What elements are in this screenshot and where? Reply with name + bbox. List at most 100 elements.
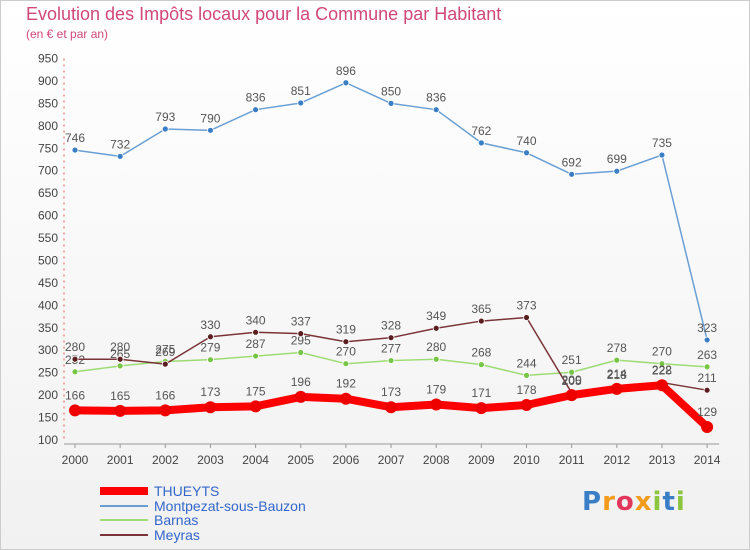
data-label-montpezat-sous-bauzon: 851	[291, 84, 311, 98]
data-label-barnas: 265	[110, 347, 130, 361]
data-point-montpezat-sous-bauzon	[71, 146, 79, 154]
data-point-thueyts	[294, 390, 307, 403]
y-tick-label: 800	[38, 119, 58, 133]
data-label-montpezat-sous-bauzon: 323	[697, 321, 717, 335]
data-label-barnas: 270	[336, 345, 356, 359]
data-label-meyras: 340	[246, 313, 266, 327]
y-tick-label: 250	[38, 366, 58, 380]
data-label-barnas: 263	[697, 348, 717, 362]
data-point-meyras	[477, 317, 485, 325]
data-label-montpezat-sous-bauzon: 850	[381, 84, 401, 98]
data-label-meyras: 337	[291, 315, 311, 329]
data-point-barnas	[71, 368, 79, 376]
x-tick-label: 2001	[107, 453, 134, 467]
data-label-barnas: 275	[155, 342, 175, 356]
x-tick-label: 2014	[694, 453, 721, 467]
legend-label-thueyts: THUEYTS	[154, 483, 220, 499]
y-tick-label: 600	[38, 209, 58, 223]
y-tick-label: 500	[38, 253, 58, 267]
data-point-barnas	[297, 349, 305, 356]
data-label-montpezat-sous-bauzon: 896	[336, 64, 356, 78]
data-point-thueyts	[430, 398, 443, 411]
y-tick-label: 950	[38, 52, 58, 66]
data-label-thueyts: 179	[426, 383, 446, 397]
data-label-thueyts: 165	[110, 389, 130, 403]
data-label-meyras: 319	[336, 323, 356, 337]
data-point-thueyts	[475, 402, 488, 415]
data-label-montpezat-sous-bauzon: 790	[200, 111, 220, 125]
logo-letter: i	[652, 487, 663, 517]
data-point-thueyts	[520, 398, 533, 411]
data-point-thueyts	[701, 420, 714, 433]
data-point-montpezat-sous-bauzon	[523, 149, 530, 157]
data-point-meyras	[297, 330, 305, 338]
data-label-thueyts: 200	[562, 373, 582, 387]
logo-letter: o	[615, 487, 635, 517]
data-point-montpezat-sous-bauzon	[613, 167, 621, 175]
proxiti-logo: Proxiti	[582, 487, 686, 517]
x-tick-label: 2005	[287, 453, 314, 467]
x-tick-label: 2009	[468, 453, 495, 467]
data-label-thueyts: 173	[200, 385, 220, 399]
data-point-barnas	[613, 356, 621, 364]
x-tick-label: 2003	[197, 453, 224, 467]
data-label-barnas: 270	[652, 345, 672, 359]
data-point-barnas	[568, 368, 576, 376]
data-label-thueyts: 196	[291, 375, 311, 389]
data-label-barnas: 287	[246, 337, 266, 351]
data-point-meyras	[161, 360, 169, 368]
data-point-montpezat-sous-bauzon	[658, 151, 666, 159]
data-point-montpezat-sous-bauzon	[568, 170, 576, 178]
legend-label-barnas: Barnas	[154, 512, 199, 528]
data-point-thueyts	[69, 404, 81, 417]
data-label-montpezat-sous-bauzon: 762	[471, 124, 491, 138]
data-label-thueyts: 166	[155, 388, 175, 402]
data-point-barnas	[252, 352, 260, 360]
legend-swatch-meyras	[100, 533, 148, 536]
data-label-meyras: 280	[65, 340, 85, 354]
logo-letter: i	[675, 487, 686, 517]
data-point-meyras	[703, 386, 711, 394]
data-label-meyras: 280	[110, 340, 130, 354]
legend-swatch-montpezat	[100, 504, 148, 507]
y-tick-label: 750	[38, 141, 58, 155]
data-point-meyras	[432, 324, 440, 332]
legend-label-montpezat: Montpezat-sous-Bauzon	[154, 497, 306, 514]
data-label-thueyts: 171	[471, 386, 491, 400]
data-point-meyras	[207, 333, 214, 341]
data-point-barnas	[658, 360, 666, 368]
data-label-meyras: 330	[200, 318, 220, 332]
data-label-thueyts: 178	[516, 383, 536, 397]
logo-letter: t	[662, 487, 676, 517]
x-tick-label: 2012	[603, 453, 630, 467]
data-label-thueyts: 214	[607, 367, 627, 381]
chart-title: Evolution des Impôts locaux pour la Comm…	[26, 4, 502, 24]
data-point-thueyts	[655, 379, 668, 392]
chart-subtitle: (en € et par an)	[26, 27, 109, 41]
data-label-montpezat-sous-bauzon: 699	[607, 152, 627, 166]
data-label-barnas: 251	[562, 353, 582, 367]
y-tick-label: 100	[38, 433, 58, 447]
data-label-meyras: 373	[516, 298, 536, 312]
data-point-montpezat-sous-bauzon	[477, 139, 485, 147]
y-tick-label: 150	[38, 411, 58, 425]
data-label-meyras: 218	[607, 368, 627, 382]
data-point-montpezat-sous-bauzon	[161, 125, 169, 133]
data-point-meyras	[523, 314, 530, 321]
x-tick-label: 2004	[242, 453, 269, 467]
data-point-meyras	[342, 338, 350, 346]
data-point-thueyts	[339, 392, 352, 405]
x-tick-label: 2011	[559, 453, 585, 467]
legend-swatch-thueyts	[100, 487, 148, 495]
data-label-montpezat-sous-bauzon: 836	[426, 91, 446, 105]
data-point-thueyts	[385, 401, 398, 414]
y-tick-label: 850	[38, 96, 58, 110]
data-label-montpezat-sous-bauzon: 732	[110, 137, 130, 151]
data-label-barnas: 295	[291, 333, 311, 347]
data-label-montpezat-sous-bauzon: 836	[246, 91, 266, 105]
data-label-meyras: 205	[562, 374, 582, 388]
data-point-thueyts	[204, 401, 217, 414]
data-label-thueyts: 192	[336, 377, 356, 391]
